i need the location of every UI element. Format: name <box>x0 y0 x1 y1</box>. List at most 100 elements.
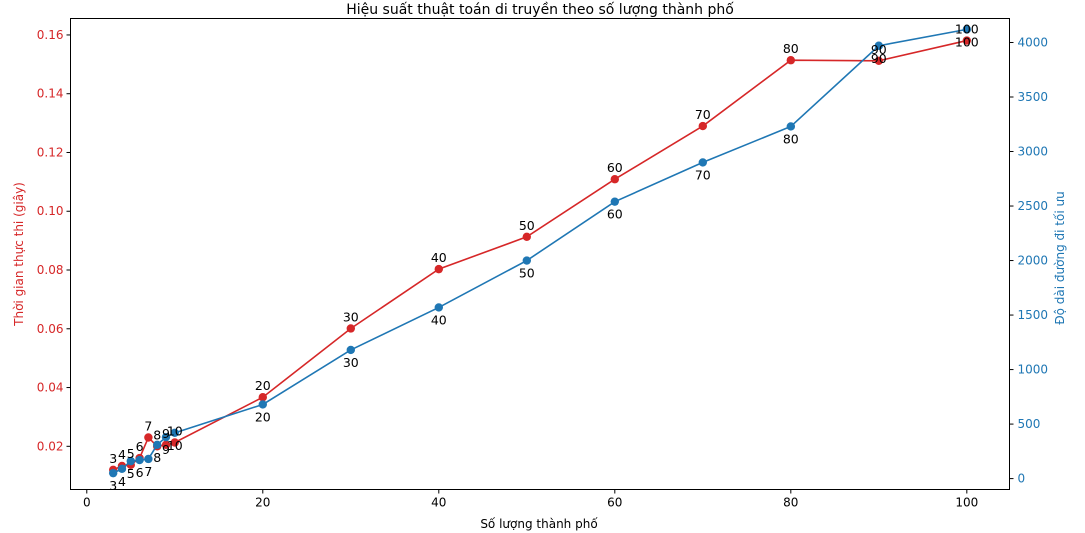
data-label: 50 <box>519 218 535 233</box>
left-y-tick-label: 0.02 <box>37 439 64 453</box>
data-label: 40 <box>431 250 447 265</box>
data-point <box>117 464 127 473</box>
data-label: 8 <box>153 427 161 442</box>
data-point <box>610 175 620 184</box>
data-point <box>522 256 531 265</box>
data-point <box>346 345 355 355</box>
data-point <box>786 56 796 65</box>
series-optimal-path-length <box>108 25 972 478</box>
plot-frame <box>70 18 1010 490</box>
data-point <box>108 468 118 478</box>
data-label: 20 <box>255 409 271 424</box>
data-point <box>874 41 884 50</box>
data-label: 70 <box>695 107 711 122</box>
data-point <box>258 400 267 409</box>
data-label: 70 <box>695 167 711 182</box>
data-label: 8 <box>153 450 161 465</box>
x-tick-label: 20 <box>255 496 270 510</box>
data-label: 100 <box>955 22 979 37</box>
data-label: 9 <box>162 442 170 457</box>
data-label: 50 <box>519 266 535 281</box>
data-point <box>962 25 972 34</box>
data-label: 7 <box>144 418 152 433</box>
right-y-tick-label: 0 <box>1018 472 1026 486</box>
data-label: 30 <box>343 355 359 370</box>
data-label: 3 <box>109 451 117 466</box>
data-label: 60 <box>607 207 623 222</box>
data-label: 5 <box>127 446 135 461</box>
data-point <box>962 36 972 45</box>
data-label: 3 <box>109 478 117 493</box>
data-point <box>161 440 171 450</box>
data-label: 10 <box>167 423 183 438</box>
series-execution-time <box>108 36 972 475</box>
left-y-tick-label: 0.16 <box>37 28 64 42</box>
left-y-axis-ticks: 0.02 0.04 0.06 0.08 0.10 0.12 0.14 0.16 <box>37 28 71 453</box>
right-y-axis-ticks: 0 500 1000 1500 2000 2500 3000 3500 4000 <box>1009 35 1049 486</box>
right-y-tick-label: 1000 <box>1018 363 1049 377</box>
x-tick-label: 40 <box>431 496 446 510</box>
chart-title: Hiệu suất thuật toán di truyền theo số l… <box>346 1 734 18</box>
data-point <box>434 303 443 312</box>
data-point <box>126 456 135 466</box>
x-axis-ticks: 0 20 40 60 80 100 <box>83 489 978 510</box>
data-label: 4 <box>118 474 126 489</box>
data-point <box>698 158 708 167</box>
data-label: 6 <box>136 439 144 454</box>
left-y-tick-label: 0.14 <box>37 87 64 101</box>
data-label: 90 <box>871 51 887 66</box>
series-layer <box>108 25 972 478</box>
data-point <box>522 232 531 242</box>
x-tick-label: 60 <box>607 496 622 510</box>
right-y-tick-label: 4000 <box>1018 35 1049 49</box>
right-y-tick-label: 3500 <box>1018 90 1049 104</box>
data-point <box>135 455 144 465</box>
left-y-tick-label: 0.12 <box>37 145 64 159</box>
series-line <box>112 39 967 471</box>
x-tick-label: 100 <box>955 496 978 510</box>
x-tick-label: 80 <box>783 496 798 510</box>
data-point <box>434 264 443 274</box>
data-point <box>170 438 179 447</box>
right-y-tick-label: 3000 <box>1018 145 1049 159</box>
data-label: 40 <box>431 312 447 327</box>
data-label: 9 <box>162 426 170 441</box>
right-y-axis-label: Độ dài đường đi tối ưu <box>1053 191 1067 324</box>
right-y-tick-label: 2000 <box>1018 254 1049 268</box>
left-y-tick-label: 0.10 <box>37 204 64 218</box>
right-y-tick-label: 2500 <box>1018 199 1049 213</box>
data-label: 6 <box>136 465 144 480</box>
data-point <box>698 121 708 131</box>
x-tick-label: 0 <box>83 496 91 510</box>
data-point <box>346 324 355 333</box>
data-point <box>786 122 796 131</box>
data-label: 20 <box>255 378 271 393</box>
left-y-tick-label: 0.08 <box>37 263 64 277</box>
left-y-tick-label: 0.06 <box>37 322 64 336</box>
data-point <box>161 432 171 442</box>
data-label: 5 <box>127 466 135 481</box>
left-y-axis-label: Thời gian thực thi (giây) <box>12 182 26 327</box>
data-point <box>144 454 153 464</box>
x-axis-label: Số lượng thành phố <box>480 517 598 531</box>
left-y-tick-label: 0.04 <box>37 381 64 395</box>
data-label: 7 <box>144 464 152 479</box>
right-y-tick-label: 1500 <box>1018 308 1049 322</box>
data-point <box>258 393 267 402</box>
axes <box>70 18 1010 490</box>
data-point <box>874 56 884 66</box>
data-point <box>610 197 620 206</box>
data-label: 100 <box>955 34 979 49</box>
data-label: 4 <box>118 447 126 462</box>
data-point <box>152 440 162 449</box>
data-label: 80 <box>783 131 799 146</box>
data-label: 90 <box>871 42 887 57</box>
data-label: 80 <box>783 41 799 56</box>
data-label: 30 <box>343 309 359 324</box>
right-y-tick-label: 500 <box>1018 417 1041 431</box>
data-label: 60 <box>607 160 623 175</box>
data-label: 10 <box>167 438 183 453</box>
data-point <box>170 428 179 438</box>
